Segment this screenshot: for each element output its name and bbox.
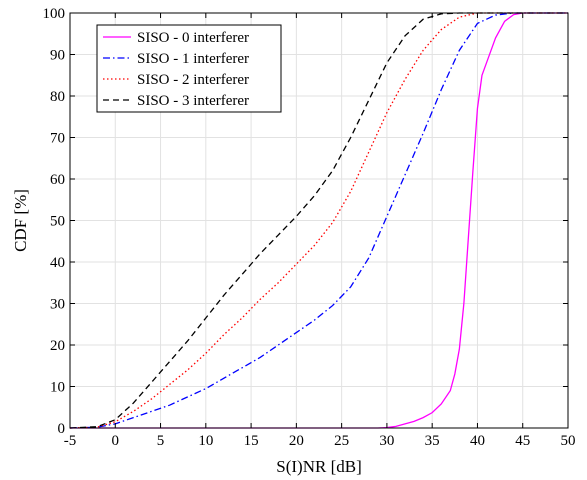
- y-tick-label: 40: [50, 255, 65, 271]
- legend-entry-0: SISO - 0 interferer: [137, 30, 249, 46]
- x-tick-label: 50: [561, 433, 576, 449]
- y-tick-label: 70: [50, 131, 65, 147]
- y-tick-label: 50: [50, 214, 65, 230]
- legend-box: [96, 24, 282, 113]
- x-tick-label: 40: [470, 433, 485, 449]
- x-tick-label: 5: [157, 433, 165, 449]
- y-tick-labels: 0 10 20 30 40 50 60 70 80 90 100: [43, 6, 66, 437]
- y-tick-label: 100: [43, 6, 66, 22]
- x-tick-label: 15: [244, 433, 259, 449]
- series-line-2: [69, 12, 568, 429]
- y-tick-label: 30: [50, 297, 65, 313]
- legend-entry-2: SISO - 2 interferer: [137, 72, 249, 88]
- x-tick-label: 20: [289, 433, 304, 449]
- y-axis-label: CDF [%]: [11, 189, 30, 252]
- x-tick-label: 25: [334, 433, 349, 449]
- x-tick-label: 0: [112, 433, 120, 449]
- x-axis-label: S(I)NR [dB]: [276, 457, 361, 476]
- x-tick-labels: -5 0 5 10 15 20 25 30 35 40 45 50: [64, 433, 576, 449]
- y-tick-label: 90: [50, 48, 65, 64]
- tick-marks: [69, 12, 569, 429]
- series-lines: [69, 12, 568, 429]
- y-tick-label: 60: [50, 172, 65, 188]
- x-tick-label: 30: [379, 433, 394, 449]
- y-tick-label: 0: [58, 421, 66, 437]
- x-tick-label: 35: [425, 433, 440, 449]
- series-line-1: [69, 12, 568, 429]
- legend-entry-3: SISO - 3 interferer: [137, 93, 249, 109]
- series-line-0: [70, 12, 568, 429]
- y-tick-label: 80: [50, 89, 65, 105]
- x-tick-label: 45: [515, 433, 530, 449]
- x-tick-label: -5: [64, 433, 77, 449]
- series-line-3: [69, 12, 568, 429]
- y-tick-label: 10: [50, 380, 65, 396]
- legend-entry-1: SISO - 1 interferer: [137, 51, 249, 67]
- y-tick-label: 20: [50, 338, 65, 354]
- x-tick-label: 10: [198, 433, 213, 449]
- legend: SISO - 0 interferer SISO - 1 interferer SI…: [96, 24, 282, 113]
